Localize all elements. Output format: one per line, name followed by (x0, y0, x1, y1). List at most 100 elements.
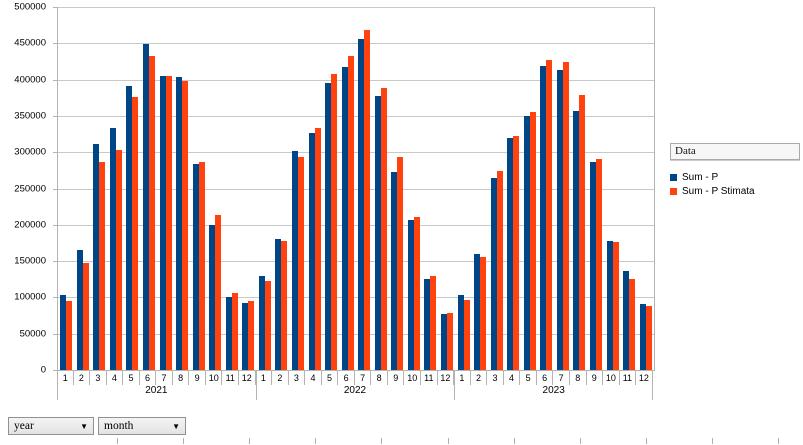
legend-item: Sum - P (670, 171, 802, 185)
legend-label: Sum - P (682, 172, 719, 184)
bar-sum-p (341, 66, 348, 370)
bar-sum-p-stimata (380, 88, 387, 370)
bar-sum-p (573, 110, 580, 370)
sheet-cell-tick (381, 438, 382, 444)
legend-swatch-icon (670, 187, 677, 195)
y-axis-tick (53, 152, 57, 154)
bar-sum-p-stimata (612, 242, 619, 370)
bar-group (108, 7, 125, 370)
month-label: 9 (587, 370, 604, 385)
month-label: 3 (90, 370, 107, 385)
y-axis-tick-label: 200000 (14, 219, 46, 231)
month-filter-dropdown[interactable]: month ▼ (98, 417, 186, 435)
bar-group (290, 7, 307, 370)
bar-sum-p (109, 127, 116, 370)
bar-group (637, 7, 654, 370)
bar-sum-p (242, 303, 249, 370)
month-label: 4 (504, 370, 521, 385)
bar-group (207, 7, 224, 370)
bar-sum-p-stimata (629, 279, 636, 370)
bar-group (339, 7, 356, 370)
chevron-down-icon: ▼ (80, 421, 88, 431)
y-axis-tick-label: 0 (40, 364, 46, 376)
month-label: 7 (355, 370, 372, 385)
bar-sum-p-stimata (66, 301, 73, 370)
gridline (58, 333, 654, 335)
bar-group (356, 7, 373, 370)
month-label: 4 (107, 370, 124, 385)
year-boundary-tick (454, 370, 456, 400)
bar-sum-p-stimata (165, 75, 172, 370)
bar-sum-p (143, 44, 150, 370)
bar-sum-p (590, 161, 597, 370)
month-label: 9 (388, 370, 405, 385)
bar-sum-p-stimata (281, 240, 288, 370)
legend-items: Sum - P Sum - P Stimata (670, 171, 802, 198)
bar-sum-p (424, 279, 431, 370)
bar-sum-p (540, 65, 547, 370)
bar-sum-p-stimata (99, 161, 106, 370)
y-axis-tick-label: 400000 (14, 74, 46, 86)
sheet-cell-tick (778, 438, 779, 444)
bar-sum-p-stimata (82, 263, 89, 370)
bar-sum-p (258, 275, 265, 370)
gridline (58, 79, 654, 81)
bar-group (389, 7, 406, 370)
bar-sum-p (523, 115, 530, 370)
gridline (58, 224, 654, 226)
bar-sum-p-stimata (513, 135, 520, 370)
bar-sum-p (192, 163, 199, 370)
bar-group (273, 7, 290, 370)
bar-sum-p-stimata (364, 29, 371, 370)
y-axis-tick (53, 79, 57, 81)
bar-sum-p (457, 295, 464, 370)
year-label: 2022 (343, 385, 367, 396)
bar-group (373, 7, 390, 370)
year-filter-dropdown[interactable]: year ▼ (8, 417, 94, 435)
y-axis-tick-label: 300000 (14, 146, 46, 158)
bar-group (571, 7, 588, 370)
bar-group (58, 7, 75, 370)
month-label: 3 (487, 370, 504, 385)
bar-group (323, 7, 340, 370)
bar-group (240, 7, 257, 370)
month-label: 1 (57, 370, 74, 385)
sheet-cell-tick (183, 438, 184, 444)
bar-group (306, 7, 323, 370)
y-axis-tick (53, 297, 57, 299)
bar-sum-p-stimata (264, 281, 271, 370)
bar-sum-p (176, 77, 183, 370)
y-axis-tick-label: 500000 (14, 1, 46, 13)
bar-sum-p (159, 75, 166, 370)
month-label: 8 (371, 370, 388, 385)
bar-sum-p-stimata (397, 156, 404, 370)
x-axis-month-labels: 1 2 3 4 5 6 7 8 9 10 11 12 1 2 3 4 5 6 7 8 9 10 11 12 1 2 3 4 5 6 7 8 9 1… (57, 370, 653, 385)
plot-area (57, 7, 655, 371)
bar-sum-p (623, 271, 630, 370)
bar-sum-p (507, 138, 514, 370)
sheet-cell-tick (712, 438, 713, 444)
y-axis-tick (53, 261, 57, 263)
y-axis-tick-label: 350000 (14, 110, 46, 122)
month-label: 6 (338, 370, 355, 385)
month-label: 8 (173, 370, 190, 385)
bar-sum-p (225, 297, 232, 370)
month-label: 12 (636, 370, 653, 385)
month-label: 4 (305, 370, 322, 385)
bar-group (488, 7, 505, 370)
data-field-button[interactable]: Data (670, 143, 800, 160)
sheet-cell-tick (315, 438, 316, 444)
bar-group (75, 7, 92, 370)
y-axis-tick (53, 188, 57, 190)
bar-sum-p (292, 151, 299, 370)
sheet-cell-tick (117, 438, 118, 444)
bar-group (91, 7, 108, 370)
month-label: 11 (222, 370, 240, 385)
bar-group (455, 7, 472, 370)
bar-sum-p (275, 238, 282, 370)
bar-group (406, 7, 423, 370)
month-label: 10 (603, 370, 620, 385)
month-label: 2 (471, 370, 488, 385)
bar-sum-p (441, 314, 448, 370)
y-axis-tick (53, 370, 57, 371)
